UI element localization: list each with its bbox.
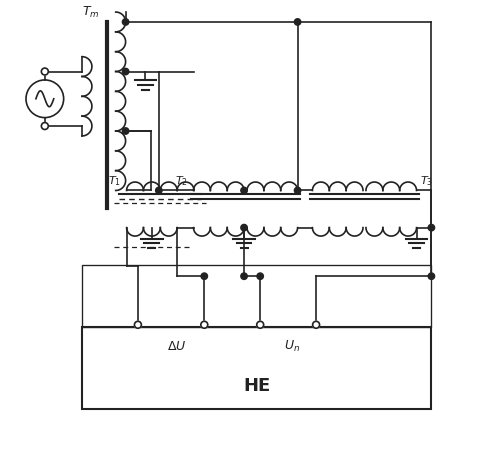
Text: $T_3$: $T_3$ — [420, 174, 433, 188]
Text: $T_1$: $T_1$ — [108, 174, 121, 188]
Circle shape — [42, 122, 48, 129]
Circle shape — [201, 273, 207, 279]
Circle shape — [122, 19, 129, 25]
Text: $U_n$: $U_n$ — [284, 339, 300, 354]
Circle shape — [241, 273, 247, 279]
Circle shape — [257, 273, 264, 279]
Circle shape — [241, 224, 247, 231]
Circle shape — [156, 187, 162, 194]
Circle shape — [201, 321, 208, 328]
Circle shape — [122, 128, 129, 134]
Text: $T_2$: $T_2$ — [175, 174, 187, 188]
Circle shape — [313, 321, 320, 328]
Text: HE: HE — [243, 377, 271, 395]
Circle shape — [241, 187, 247, 194]
Circle shape — [428, 224, 434, 231]
Circle shape — [257, 321, 264, 328]
Text: $T_m$: $T_m$ — [82, 5, 100, 21]
Circle shape — [295, 187, 301, 194]
Circle shape — [122, 68, 129, 75]
Circle shape — [42, 68, 48, 75]
Circle shape — [428, 273, 434, 279]
Text: $\Delta U$: $\Delta U$ — [167, 340, 186, 353]
Circle shape — [295, 19, 301, 25]
FancyBboxPatch shape — [82, 327, 431, 409]
Circle shape — [134, 321, 141, 328]
